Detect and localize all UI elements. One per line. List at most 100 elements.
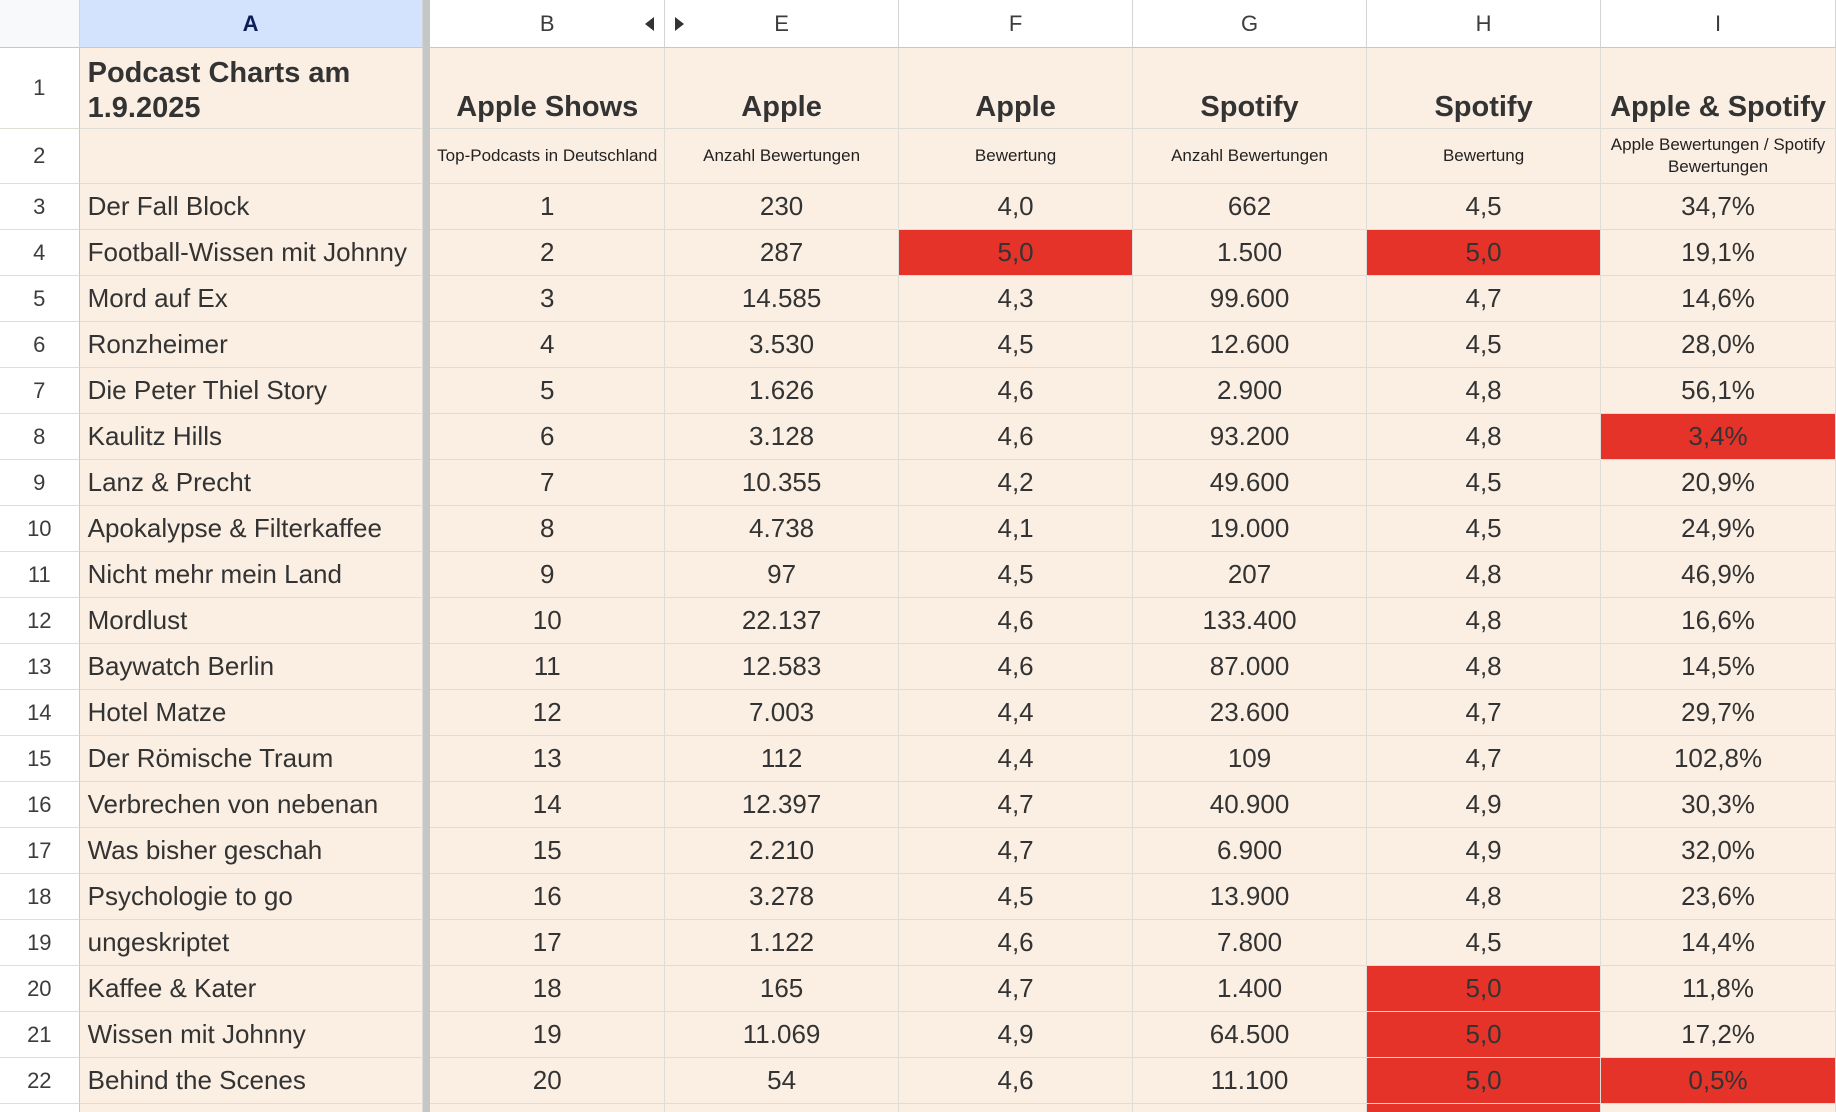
apple-count-cell[interactable]: 1.626: [665, 368, 900, 414]
row-header[interactable]: 16: [0, 782, 80, 828]
column-header-b[interactable]: B: [430, 0, 666, 48]
apple-count-cell[interactable]: 112: [665, 736, 900, 782]
column-header-g[interactable]: G: [1133, 0, 1368, 48]
ratio-cell[interactable]: 29,7%: [1601, 690, 1836, 736]
subheader-apple-count[interactable]: Anzahl Bewertungen: [665, 129, 900, 184]
apple-count-cell[interactable]: 7.003: [665, 690, 900, 736]
subheader-apple-shows[interactable]: Top-Podcasts in Deutschland: [430, 129, 666, 184]
row-header[interactable]: 20: [0, 966, 80, 1012]
column-header-f[interactable]: F: [899, 0, 1134, 48]
apple-count-cell[interactable]: 3.530: [665, 322, 900, 368]
ratio-cell[interactable]: 11,8%: [1601, 966, 1836, 1012]
ratio-cell[interactable]: 23,6%: [1601, 874, 1836, 920]
header-spotify-rating[interactable]: Spotify: [1367, 48, 1602, 129]
podcast-name-cell[interactable]: Mordlust: [79, 598, 423, 644]
header-apple-count[interactable]: Apple: [665, 48, 900, 129]
rank-cell[interactable]: 6: [430, 414, 666, 460]
apple-rating-cell[interactable]: 4,2: [899, 460, 1134, 506]
rank-cell[interactable]: 20: [430, 1058, 666, 1104]
ratio-cell[interactable]: 16,6%: [1601, 598, 1836, 644]
row-header[interactable]: 19: [0, 920, 80, 966]
podcast-name-cell[interactable]: Psychologie to go: [79, 874, 423, 920]
row-header[interactable]: 11: [0, 552, 80, 598]
ratio-cell[interactable]: 14,5%: [1601, 644, 1836, 690]
apple-count-cell[interactable]: 287: [665, 230, 900, 276]
spotify-rating-cell[interactable]: [1367, 1104, 1602, 1112]
podcast-name-cell[interactable]: Nicht mehr mein Land: [79, 552, 423, 598]
spotify-rating-cell[interactable]: 4,5: [1367, 460, 1602, 506]
apple-rating-cell[interactable]: [899, 1104, 1134, 1112]
column-header-a[interactable]: A: [79, 0, 423, 48]
spotify-count-cell[interactable]: [1133, 1104, 1368, 1112]
podcast-name-cell[interactable]: Lanz & Precht: [79, 460, 423, 506]
podcast-name-cell[interactable]: Wissen mit Johnny: [79, 1012, 423, 1058]
podcast-name-cell[interactable]: Hotel Matze: [79, 690, 423, 736]
podcast-name-cell[interactable]: Ronzheimer: [79, 322, 423, 368]
expand-right-arrow-icon[interactable]: [675, 16, 685, 31]
spotify-count-cell[interactable]: 93.200: [1133, 414, 1368, 460]
row-header[interactable]: 12: [0, 598, 80, 644]
apple-count-cell[interactable]: 22.137: [665, 598, 900, 644]
rank-cell[interactable]: 13: [430, 736, 666, 782]
ratio-cell[interactable]: 102,8%: [1601, 736, 1836, 782]
rank-cell[interactable]: 8: [430, 506, 666, 552]
spotify-count-cell[interactable]: 109: [1133, 736, 1368, 782]
apple-rating-cell[interactable]: 4,9: [899, 1012, 1134, 1058]
row-header[interactable]: 5: [0, 276, 80, 322]
spotify-count-cell[interactable]: 64.500: [1133, 1012, 1368, 1058]
spotify-rating-cell[interactable]: 4,5: [1367, 322, 1602, 368]
apple-rating-cell[interactable]: 4,3: [899, 276, 1134, 322]
ratio-cell[interactable]: 32,0%: [1601, 828, 1836, 874]
spotify-count-cell[interactable]: 19.000: [1133, 506, 1368, 552]
ratio-cell[interactable]: 3,4%: [1601, 414, 1836, 460]
spotify-count-cell[interactable]: 99.600: [1133, 276, 1368, 322]
spotify-count-cell[interactable]: 1.400: [1133, 966, 1368, 1012]
ratio-cell[interactable]: 24,9%: [1601, 506, 1836, 552]
subheader-spotify-rating[interactable]: Bewertung: [1367, 129, 1602, 184]
spotify-count-cell[interactable]: 2.900: [1133, 368, 1368, 414]
spotify-count-cell[interactable]: 6.900: [1133, 828, 1368, 874]
spotify-rating-cell[interactable]: 4,7: [1367, 736, 1602, 782]
row-header[interactable]: 4: [0, 230, 80, 276]
apple-count-cell[interactable]: 1.122: [665, 920, 900, 966]
ratio-cell[interactable]: 46,9%: [1601, 552, 1836, 598]
spotify-rating-cell[interactable]: 4,7: [1367, 690, 1602, 736]
rank-cell[interactable]: 16: [430, 874, 666, 920]
row-header[interactable]: 13: [0, 644, 80, 690]
apple-rating-cell[interactable]: 4,1: [899, 506, 1134, 552]
ratio-cell[interactable]: 14,6%: [1601, 276, 1836, 322]
spotify-rating-cell[interactable]: 4,8: [1367, 644, 1602, 690]
apple-rating-cell[interactable]: 5,0: [899, 230, 1134, 276]
apple-count-cell[interactable]: 54: [665, 1058, 900, 1104]
spotify-count-cell[interactable]: 11.100: [1133, 1058, 1368, 1104]
rank-cell[interactable]: 15: [430, 828, 666, 874]
column-header-h[interactable]: H: [1367, 0, 1602, 48]
apple-rating-cell[interactable]: 4,6: [899, 920, 1134, 966]
apple-count-cell[interactable]: 3.278: [665, 874, 900, 920]
apple-rating-cell[interactable]: 4,6: [899, 598, 1134, 644]
apple-count-cell[interactable]: 12.583: [665, 644, 900, 690]
spotify-rating-cell[interactable]: 4,8: [1367, 598, 1602, 644]
row-header[interactable]: 18: [0, 874, 80, 920]
row-header[interactable]: 6: [0, 322, 80, 368]
apple-rating-cell[interactable]: 4,0: [899, 184, 1134, 230]
collapse-left-arrow-icon[interactable]: [645, 16, 655, 31]
spotify-count-cell[interactable]: 23.600: [1133, 690, 1368, 736]
spotify-rating-cell[interactable]: 5,0: [1367, 1058, 1602, 1104]
apple-count-cell[interactable]: 12.397: [665, 782, 900, 828]
row-header[interactable]: 21: [0, 1012, 80, 1058]
spotify-rating-cell[interactable]: 5,0: [1367, 230, 1602, 276]
podcast-name-cell[interactable]: Verbrechen von nebenan: [79, 782, 423, 828]
spotify-rating-cell[interactable]: 4,5: [1367, 920, 1602, 966]
podcast-name-cell[interactable]: Mord auf Ex: [79, 276, 423, 322]
spotify-count-cell[interactable]: 13.900: [1133, 874, 1368, 920]
rank-cell[interactable]: 3: [430, 276, 666, 322]
apple-rating-cell[interactable]: 4,7: [899, 966, 1134, 1012]
podcast-name-cell[interactable]: Was bisher geschah: [79, 828, 423, 874]
rank-cell[interactable]: 4: [430, 322, 666, 368]
row-header[interactable]: 14: [0, 690, 80, 736]
spotify-rating-cell[interactable]: 4,7: [1367, 276, 1602, 322]
rank-cell[interactable]: 14: [430, 782, 666, 828]
podcast-name-cell[interactable]: Kaulitz Hills: [79, 414, 423, 460]
column-header-i[interactable]: I: [1601, 0, 1836, 48]
